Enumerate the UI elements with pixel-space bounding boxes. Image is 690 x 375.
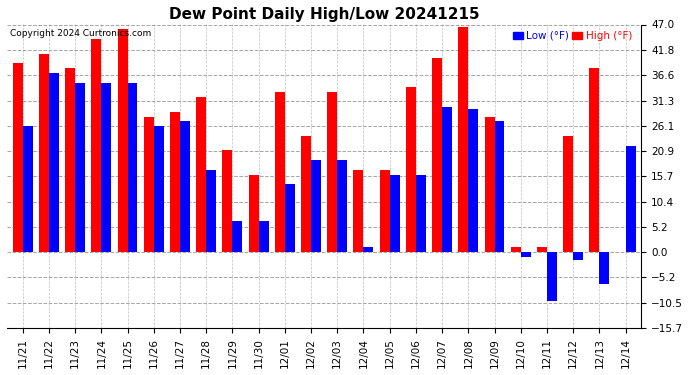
Bar bbox=[285, 184, 295, 252]
Bar bbox=[91, 39, 101, 252]
Bar bbox=[353, 170, 364, 252]
Bar bbox=[573, 252, 583, 260]
Bar bbox=[442, 107, 452, 252]
Bar bbox=[12, 63, 23, 252]
Bar bbox=[521, 252, 531, 257]
Bar bbox=[337, 160, 347, 252]
Bar bbox=[301, 136, 311, 252]
Bar bbox=[416, 175, 426, 252]
Bar bbox=[390, 175, 400, 252]
Bar bbox=[180, 122, 190, 252]
Bar bbox=[458, 27, 469, 252]
Bar bbox=[275, 92, 285, 252]
Bar bbox=[222, 150, 233, 252]
Bar bbox=[101, 82, 111, 252]
Bar bbox=[364, 248, 373, 252]
Bar bbox=[495, 122, 504, 252]
Bar bbox=[626, 146, 635, 252]
Bar bbox=[196, 97, 206, 252]
Bar bbox=[589, 68, 600, 252]
Bar bbox=[206, 170, 216, 252]
Bar bbox=[469, 109, 478, 252]
Bar bbox=[233, 221, 242, 252]
Bar bbox=[327, 92, 337, 252]
Bar bbox=[128, 82, 137, 252]
Bar bbox=[144, 117, 154, 252]
Bar bbox=[537, 248, 547, 252]
Title: Dew Point Daily High/Low 20241215: Dew Point Daily High/Low 20241215 bbox=[169, 7, 480, 22]
Bar bbox=[311, 160, 321, 252]
Bar bbox=[117, 29, 128, 252]
Bar bbox=[39, 54, 49, 252]
Bar bbox=[547, 252, 557, 301]
Bar bbox=[406, 87, 416, 252]
Bar bbox=[170, 112, 180, 252]
Bar bbox=[75, 82, 85, 252]
Bar bbox=[248, 175, 259, 252]
Bar bbox=[259, 221, 268, 252]
Legend: Low (°F), High (°F): Low (°F), High (°F) bbox=[509, 27, 636, 45]
Bar bbox=[484, 117, 495, 252]
Text: Copyright 2024 Curtronics.com: Copyright 2024 Curtronics.com bbox=[10, 29, 151, 38]
Bar bbox=[65, 68, 75, 252]
Bar bbox=[432, 58, 442, 252]
Bar bbox=[600, 252, 609, 284]
Bar bbox=[380, 170, 390, 252]
Bar bbox=[49, 73, 59, 252]
Bar bbox=[511, 248, 521, 252]
Bar bbox=[23, 126, 32, 252]
Bar bbox=[154, 126, 164, 252]
Bar bbox=[563, 136, 573, 252]
